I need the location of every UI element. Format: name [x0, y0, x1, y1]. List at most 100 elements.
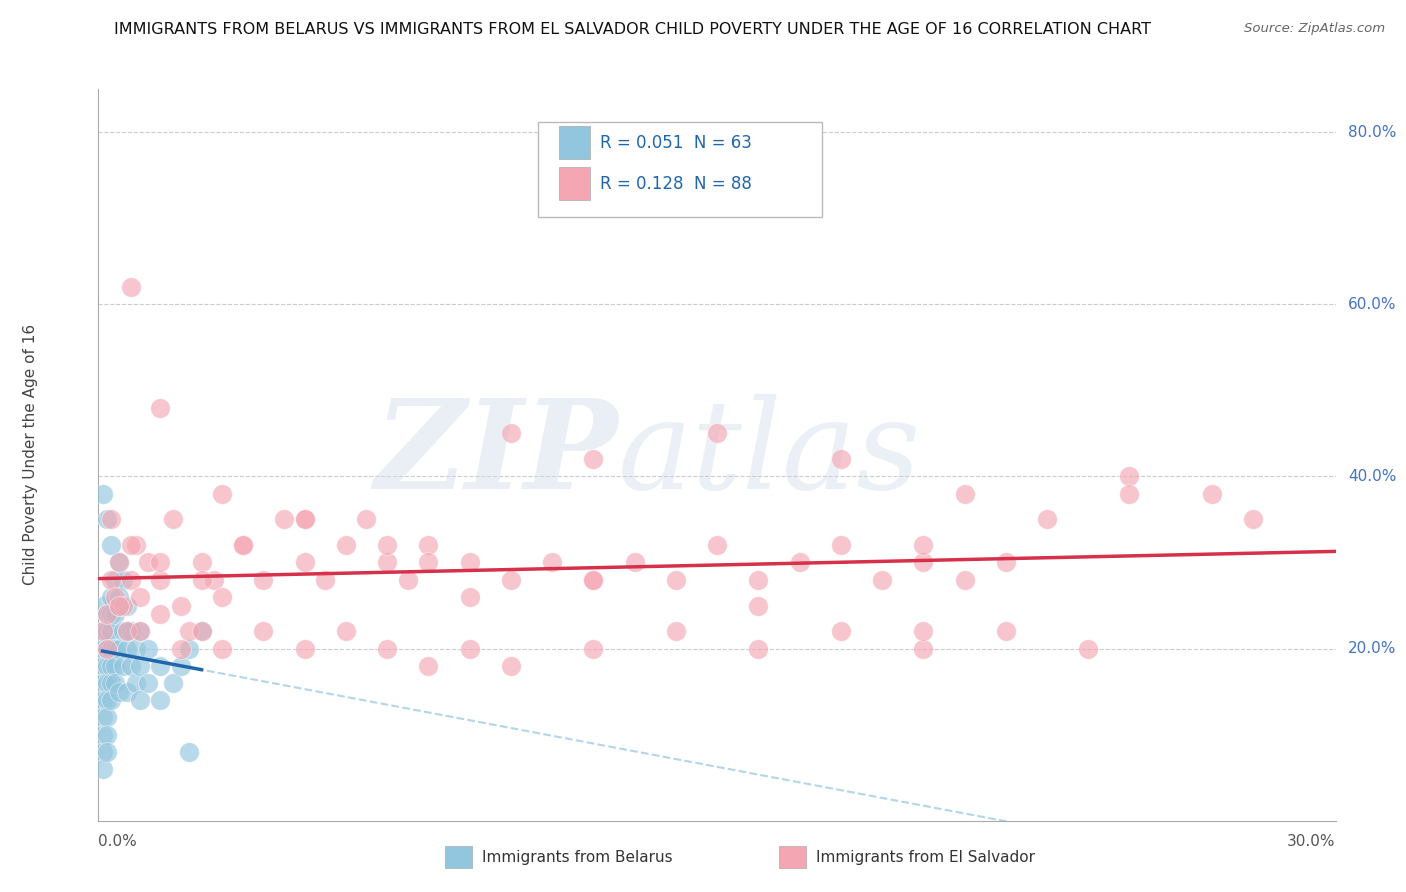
Point — [294, 512, 316, 526]
Point — [499, 426, 522, 441]
Point — [149, 573, 172, 587]
Text: Immigrants from Belarus: Immigrants from Belarus — [482, 850, 672, 864]
Point — [1118, 486, 1140, 500]
Point — [747, 573, 769, 587]
Point — [117, 624, 139, 639]
Point — [100, 658, 122, 673]
Point — [100, 512, 122, 526]
Point — [96, 710, 118, 724]
Point — [830, 624, 852, 639]
Text: ZIP: ZIP — [374, 394, 619, 516]
FancyBboxPatch shape — [537, 122, 823, 218]
Point — [117, 624, 139, 639]
Point — [418, 658, 440, 673]
Point — [108, 556, 131, 570]
Text: 40.0%: 40.0% — [1348, 469, 1396, 484]
Point — [100, 624, 122, 639]
Point — [314, 573, 336, 587]
Point — [1201, 486, 1223, 500]
Point — [96, 512, 118, 526]
Point — [211, 590, 233, 604]
Point — [96, 693, 118, 707]
Point — [190, 556, 212, 570]
Point — [789, 556, 811, 570]
Point — [418, 556, 440, 570]
Point — [91, 762, 114, 776]
Point — [100, 590, 122, 604]
Point — [170, 599, 193, 613]
Point — [335, 538, 357, 552]
Point — [100, 676, 122, 690]
Point — [112, 599, 135, 613]
Point — [149, 556, 172, 570]
Point — [136, 556, 159, 570]
Point — [458, 641, 481, 656]
Point — [202, 573, 225, 587]
Point — [128, 658, 150, 673]
Point — [252, 624, 274, 639]
Point — [953, 573, 976, 587]
Text: 0.0%: 0.0% — [98, 833, 138, 848]
FancyBboxPatch shape — [558, 126, 589, 159]
Point — [830, 452, 852, 467]
Point — [211, 641, 233, 656]
Point — [170, 658, 193, 673]
Point — [91, 624, 114, 639]
Point — [91, 486, 114, 500]
Text: R = 0.128  N = 88: R = 0.128 N = 88 — [599, 175, 751, 193]
FancyBboxPatch shape — [779, 847, 806, 868]
Point — [375, 641, 398, 656]
Point — [149, 658, 172, 673]
Point — [104, 658, 127, 673]
Point — [96, 728, 118, 742]
Point — [117, 684, 139, 698]
Point — [499, 658, 522, 673]
Point — [91, 693, 114, 707]
Point — [120, 658, 142, 673]
Point — [994, 556, 1017, 570]
Point — [96, 745, 118, 759]
Point — [994, 624, 1017, 639]
Point — [96, 658, 118, 673]
Point — [112, 624, 135, 639]
Point — [912, 641, 935, 656]
Point — [128, 693, 150, 707]
Point — [418, 538, 440, 552]
Point — [120, 573, 142, 587]
Point — [356, 512, 378, 526]
Point — [232, 538, 254, 552]
Point — [582, 573, 605, 587]
Point — [120, 280, 142, 294]
Point — [100, 573, 122, 587]
FancyBboxPatch shape — [444, 847, 472, 868]
Point — [96, 641, 118, 656]
Point — [375, 538, 398, 552]
Point — [870, 573, 893, 587]
Point — [136, 641, 159, 656]
Point — [91, 641, 114, 656]
Point — [232, 538, 254, 552]
Text: Child Poverty Under the Age of 16: Child Poverty Under the Age of 16 — [22, 325, 38, 585]
Point — [179, 745, 201, 759]
Point — [128, 624, 150, 639]
Text: 80.0%: 80.0% — [1348, 125, 1396, 140]
Point — [953, 486, 976, 500]
Point — [91, 676, 114, 690]
Point — [128, 590, 150, 604]
Point — [117, 641, 139, 656]
Point — [190, 573, 212, 587]
Point — [1118, 469, 1140, 483]
Point — [108, 556, 131, 570]
Point — [120, 538, 142, 552]
Point — [665, 573, 688, 587]
Point — [96, 624, 118, 639]
Point — [458, 590, 481, 604]
Point — [665, 624, 688, 639]
FancyBboxPatch shape — [558, 168, 589, 201]
Point — [124, 538, 146, 552]
Text: 30.0%: 30.0% — [1288, 833, 1336, 848]
Point — [104, 590, 127, 604]
Point — [112, 573, 135, 587]
Point — [112, 658, 135, 673]
Point — [912, 624, 935, 639]
